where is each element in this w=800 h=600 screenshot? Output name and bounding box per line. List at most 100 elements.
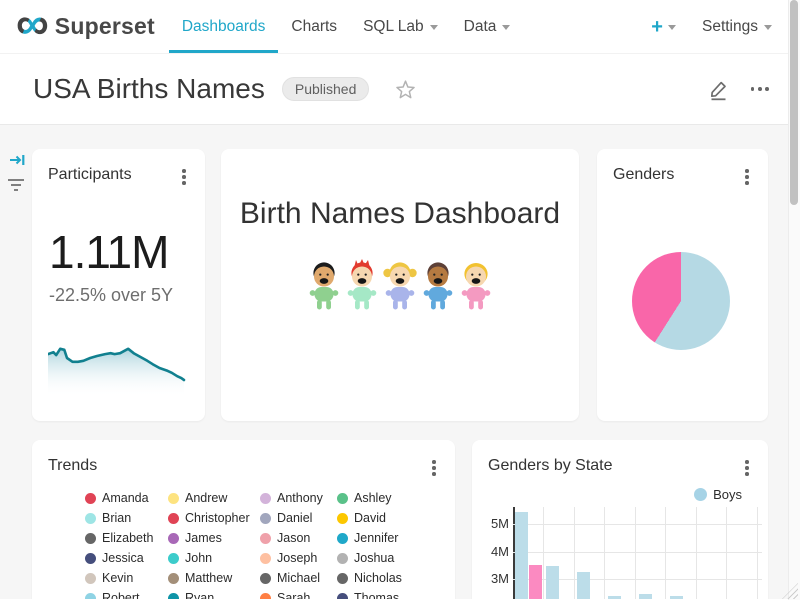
superset-logo[interactable]: ∞ Superset bbox=[16, 0, 155, 46]
markdown-card: Birth Names Dashboard bbox=[221, 149, 579, 421]
chevron-down-icon bbox=[667, 25, 676, 30]
dashboard-grid: Participants 1.11M -22.5% over 5Y Birth … bbox=[0, 125, 800, 599]
y-tick-label: 5M bbox=[490, 516, 509, 531]
participants-card: Participants 1.11M -22.5% over 5Y bbox=[32, 149, 205, 421]
chart-title: Trends bbox=[48, 457, 98, 474]
big-number-delta: -22.5% over 5Y bbox=[49, 285, 174, 305]
legend-item[interactable]: Jennifer bbox=[337, 528, 427, 548]
genders-card: Genders bbox=[597, 149, 768, 421]
legend-swatch bbox=[168, 572, 179, 584]
nav-item-data[interactable]: Data bbox=[451, 0, 524, 53]
favorite-star-icon[interactable] bbox=[395, 79, 416, 100]
legend-label: John bbox=[185, 551, 213, 565]
legend-swatch bbox=[85, 572, 96, 584]
state-legend-item-boys[interactable]: Boys bbox=[694, 487, 742, 502]
legend-item[interactable]: Matthew bbox=[168, 568, 260, 588]
y-tick-label: 3M bbox=[490, 571, 509, 586]
kebab-menu-icon[interactable] bbox=[427, 457, 441, 479]
legend-label: Jessica bbox=[102, 551, 144, 565]
kid-mint-red-hair bbox=[347, 259, 377, 310]
nav-item-dashboards[interactable]: Dashboards bbox=[168, 0, 279, 53]
legend-label: David bbox=[354, 511, 386, 525]
kids-row bbox=[221, 259, 579, 313]
legend-item[interactable]: Ryan bbox=[168, 588, 260, 599]
legend-label: Jennifer bbox=[354, 531, 399, 545]
legend-swatch bbox=[85, 532, 96, 544]
legend-item[interactable]: Elizabeth bbox=[85, 528, 168, 548]
legend-label: Thomas bbox=[354, 591, 400, 599]
kid-blue-brown-hair bbox=[423, 262, 453, 310]
legend-label: Robert bbox=[102, 591, 140, 599]
legend-swatch bbox=[85, 552, 96, 564]
legend-item[interactable]: Jason bbox=[260, 528, 337, 548]
legend-label: Andrew bbox=[185, 491, 228, 505]
legend-item[interactable]: Michael bbox=[260, 568, 337, 588]
bar-boys bbox=[546, 566, 559, 599]
kebab-menu-icon[interactable] bbox=[740, 457, 754, 479]
nav-item-sql-lab[interactable]: SQL Lab bbox=[350, 0, 451, 53]
legend-item[interactable]: Sarah bbox=[260, 588, 337, 599]
top-navbar: ∞ Superset Dashboards Charts SQL Lab Dat… bbox=[0, 0, 800, 54]
expand-filter-bar-icon[interactable] bbox=[9, 152, 26, 168]
legend-item[interactable]: David bbox=[337, 508, 427, 528]
legend-item[interactable]: James bbox=[168, 528, 260, 548]
filter-icon[interactable] bbox=[7, 177, 25, 193]
legend-swatch bbox=[85, 492, 96, 504]
legend-item[interactable]: Andrew bbox=[168, 488, 260, 508]
legend-item[interactable]: Brian bbox=[85, 508, 168, 528]
legend-label: Joshua bbox=[354, 551, 395, 565]
legend-label: Brian bbox=[102, 511, 132, 525]
new-button[interactable]: + bbox=[651, 17, 676, 37]
legend-item[interactable]: Anthony bbox=[260, 488, 337, 508]
gridline bbox=[634, 507, 636, 599]
kid-periwinkle-blonde bbox=[383, 262, 417, 310]
gridline bbox=[543, 507, 544, 599]
legend-swatch bbox=[260, 572, 271, 584]
chart-title: Genders by State bbox=[488, 457, 613, 474]
legend-swatch bbox=[260, 492, 271, 504]
bar-girls bbox=[529, 564, 542, 599]
bar-boys bbox=[608, 596, 621, 599]
legend-item[interactable]: Daniel bbox=[260, 508, 337, 528]
kid-pink-blonde bbox=[461, 263, 491, 310]
plus-icon: + bbox=[651, 15, 663, 38]
legend-item[interactable]: Joshua bbox=[337, 548, 427, 568]
state-plot: 5M 4M 3M bbox=[472, 440, 768, 599]
legend-item[interactable]: Jessica bbox=[85, 548, 168, 568]
bar-boys bbox=[670, 595, 683, 599]
nav-item-charts[interactable]: Charts bbox=[291, 17, 338, 35]
main-nav: Dashboards Charts SQL Lab Data bbox=[168, 0, 524, 53]
participants-sparkline bbox=[48, 347, 186, 397]
more-actions-icon[interactable] bbox=[747, 83, 773, 95]
legend-swatch bbox=[168, 512, 179, 524]
brand-name: Superset bbox=[54, 13, 155, 39]
legend-swatch bbox=[337, 492, 348, 504]
gridline bbox=[726, 507, 727, 599]
legend-item[interactable]: Thomas bbox=[337, 588, 427, 599]
legend-item[interactable]: Kevin bbox=[85, 568, 168, 588]
legend-swatch bbox=[85, 592, 96, 599]
legend-label: Ashley bbox=[354, 491, 392, 505]
bar-boys bbox=[515, 511, 528, 599]
legend-item[interactable]: Joseph bbox=[260, 548, 337, 568]
legend-swatch bbox=[168, 552, 179, 564]
legend-swatch bbox=[694, 488, 708, 501]
legend-item[interactable]: Robert bbox=[85, 588, 168, 599]
legend-item[interactable]: John bbox=[168, 548, 260, 568]
legend-item[interactable]: Ashley bbox=[337, 488, 427, 508]
gridline bbox=[756, 507, 758, 599]
legend-item[interactable]: Nicholas bbox=[337, 568, 427, 588]
dashboard-header: USA Births Names Published bbox=[0, 54, 800, 125]
legend-label: Christopher bbox=[185, 511, 250, 525]
legend-item[interactable]: Amanda bbox=[85, 488, 168, 508]
legend-item[interactable]: Christopher bbox=[168, 508, 260, 528]
edit-pencil-icon[interactable] bbox=[708, 77, 730, 101]
scrollbar-thumb[interactable] bbox=[790, 0, 798, 205]
kebab-menu-icon[interactable] bbox=[177, 166, 191, 188]
kid-green-black-hair bbox=[309, 262, 339, 310]
chevron-down-icon bbox=[429, 25, 438, 30]
legend-swatch bbox=[337, 572, 348, 584]
settings-menu[interactable]: Settings bbox=[702, 18, 772, 36]
gridline bbox=[513, 524, 762, 525]
kebab-menu-icon[interactable] bbox=[740, 166, 754, 188]
